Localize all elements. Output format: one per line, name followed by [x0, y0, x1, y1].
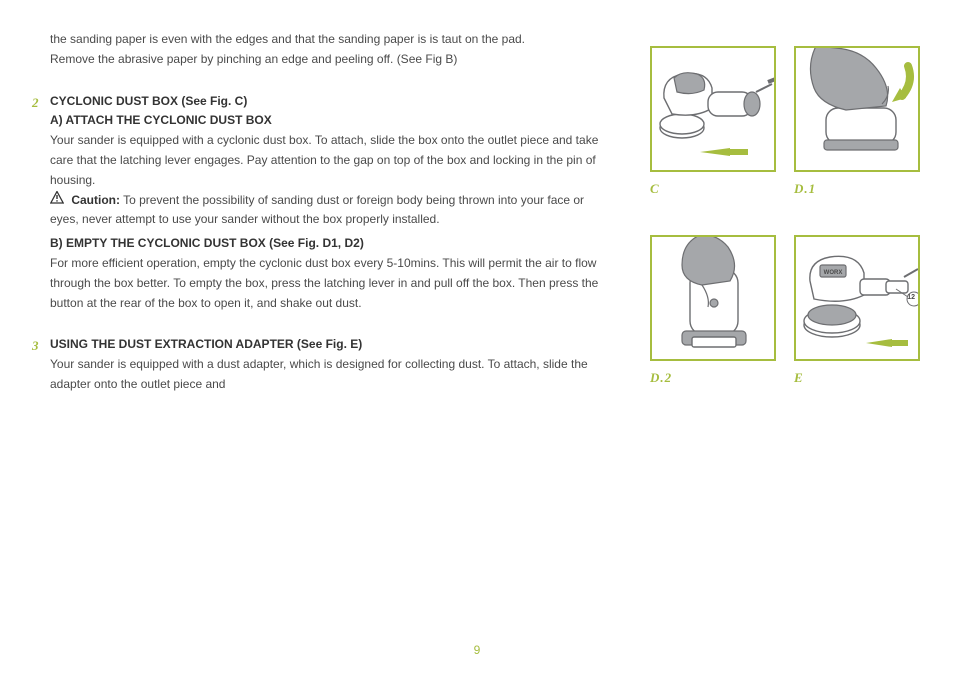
text-column: the sanding paper is even with the edges… — [50, 30, 610, 417]
svg-text:WORX: WORX — [824, 270, 843, 276]
figure-e: WORX 12 E — [794, 235, 920, 388]
caution-word: Caution: — [71, 193, 120, 207]
section-2: 2 CYCLONIC DUST BOX (See Fig. C) A) ATTA… — [50, 92, 610, 314]
figure-e-callout: 12 — [907, 292, 915, 304]
section-2-number: 2 — [32, 92, 39, 113]
intro-line1: the sanding paper is even with the edges… — [50, 32, 525, 46]
figure-grid: C D.1 — [650, 46, 920, 389]
figure-d2-label: D.2 — [650, 367, 776, 388]
figure-d1: D.1 — [794, 46, 920, 199]
intro-paragraph: the sanding paper is even with the edges… — [50, 30, 610, 70]
caution-body: To prevent the possibility of sanding du… — [50, 193, 584, 227]
section-2-body-2: For more efficient operation, empty the … — [50, 254, 610, 313]
figure-c-label: C — [650, 178, 776, 199]
section-3-heading: USING THE DUST EXTRACTION ADAPTER (See F… — [50, 335, 610, 355]
section-2-heading-1: CYCLONIC DUST BOX (See Fig. C) — [50, 92, 610, 112]
figure-d2-image — [650, 235, 776, 361]
section-2-heading-2: A) ATTACH THE CYCLONIC DUST BOX — [50, 111, 610, 131]
section-2-body-1: Your sander is equipped with a cyclonic … — [50, 131, 610, 190]
figure-e-label: E — [794, 367, 920, 388]
figure-column: C D.1 — [650, 30, 920, 417]
section-2-heading-3: B) EMPTY THE CYCLONIC DUST BOX (See Fig.… — [50, 234, 610, 254]
figure-d2: D.2 — [650, 235, 776, 388]
section-3: 3 USING THE DUST EXTRACTION ADAPTER (See… — [50, 335, 610, 394]
figure-d1-label: D.1 — [794, 178, 920, 199]
manual-page: the sanding paper is even with the edges… — [0, 0, 954, 437]
section-3-body: Your sander is equipped with a dust adap… — [50, 355, 610, 395]
figure-d1-image — [794, 46, 920, 172]
section-3-number: 3 — [32, 335, 39, 356]
page-number: 9 — [0, 641, 954, 661]
warning-icon — [50, 191, 64, 211]
figure-c-image — [650, 46, 776, 172]
figure-c: C — [650, 46, 776, 199]
intro-line2: Remove the abrasive paper by pinching an… — [50, 52, 457, 66]
caution-line: Caution: To prevent the possibility of s… — [50, 191, 610, 231]
figure-e-image: WORX 12 — [794, 235, 920, 361]
